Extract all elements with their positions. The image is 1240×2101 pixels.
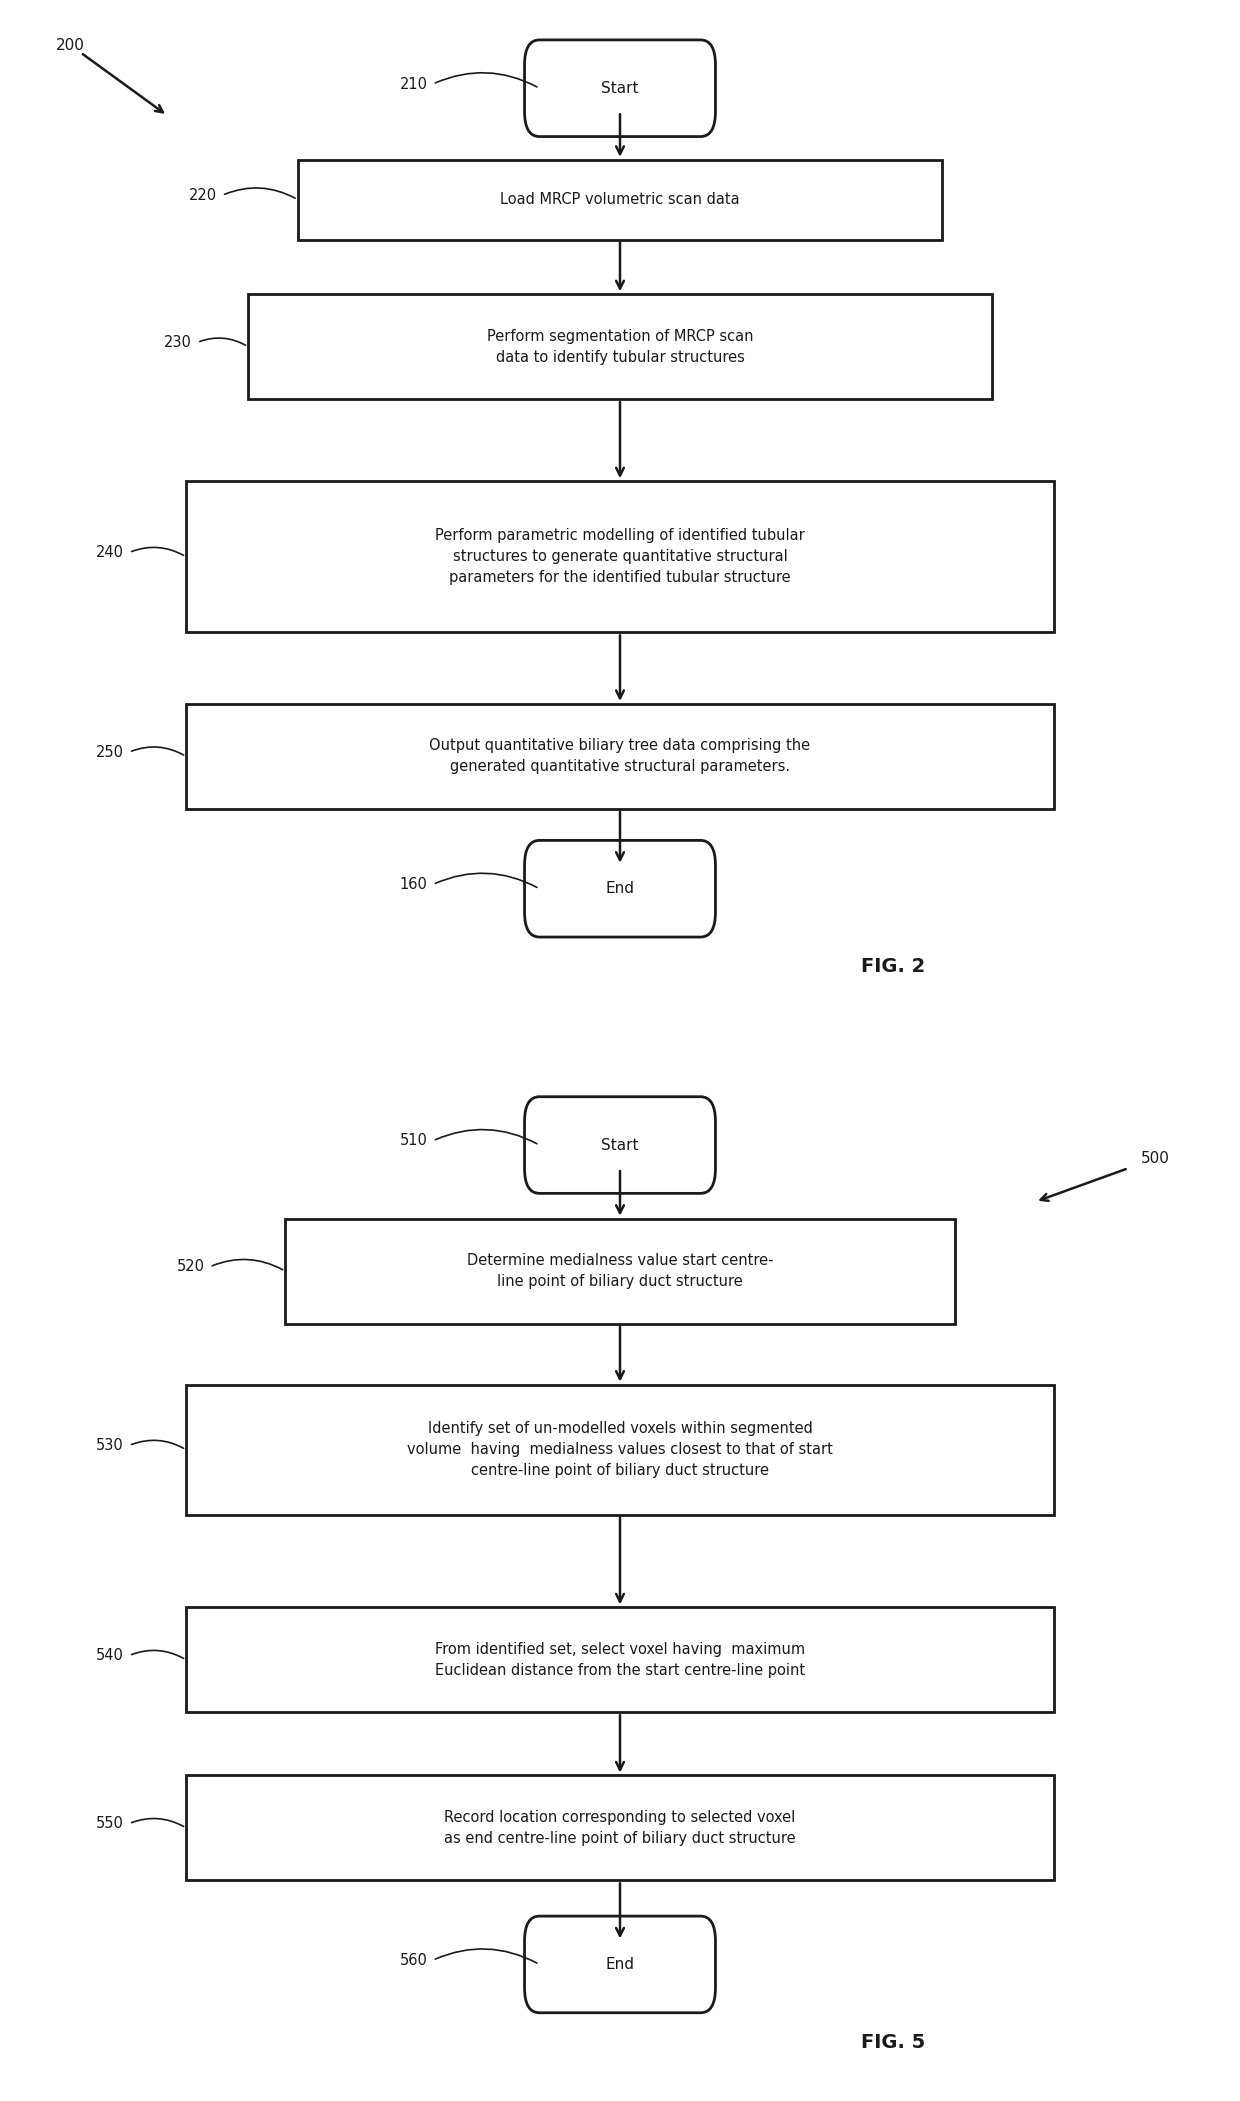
Text: Identify set of un-modelled voxels within segmented
volume  having  medialness v: Identify set of un-modelled voxels withi… [407,1420,833,1479]
Text: 530: 530 [97,1437,124,1454]
Text: FIG. 5: FIG. 5 [861,2032,925,2053]
Bar [285,1219,955,1324]
Text: 560: 560 [401,1952,428,1969]
Text: 230: 230 [165,334,192,351]
Text: 520: 520 [176,1258,205,1275]
Text: 160: 160 [401,876,428,893]
Text: Load MRCP volumetric scan data: Load MRCP volumetric scan data [500,191,740,208]
Text: Determine medialness value start centre-
line point of biliary duct structure: Determine medialness value start centre-… [466,1252,774,1290]
FancyBboxPatch shape [525,1916,715,2013]
Text: 210: 210 [399,76,428,92]
Text: Start: Start [601,1137,639,1153]
Text: 550: 550 [97,1815,124,1832]
Text: Output quantitative biliary tree data comprising the
generated quantitative stru: Output quantitative biliary tree data co… [429,737,811,775]
Text: From identified set, select voxel having  maximum
Euclidean distance from the st: From identified set, select voxel having… [435,1641,805,1679]
Text: 500: 500 [1141,1151,1169,1166]
Bar [186,704,1054,809]
Text: 540: 540 [97,1647,124,1664]
Text: 220: 220 [188,187,217,204]
Bar [186,1385,1054,1515]
Text: Start: Start [601,80,639,97]
Text: Perform parametric modelling of identified tubular
structures to generate quanti: Perform parametric modelling of identifi… [435,527,805,586]
Text: End: End [605,880,635,897]
Bar [186,1607,1054,1712]
Text: 250: 250 [95,744,124,761]
Bar [248,294,992,399]
Bar [298,160,942,240]
Bar [186,481,1054,632]
Text: Perform segmentation of MRCP scan
data to identify tubular structures: Perform segmentation of MRCP scan data t… [487,328,753,366]
Text: FIG. 2: FIG. 2 [861,956,925,977]
Text: 510: 510 [401,1132,428,1149]
Bar [186,1775,1054,1880]
Text: 200: 200 [56,38,84,53]
FancyBboxPatch shape [525,1097,715,1193]
FancyBboxPatch shape [525,840,715,937]
Text: End: End [605,1956,635,1973]
FancyBboxPatch shape [525,40,715,137]
Text: Record location corresponding to selected voxel
as end centre-line point of bili: Record location corresponding to selecte… [444,1809,796,1847]
Text: 240: 240 [95,544,124,561]
